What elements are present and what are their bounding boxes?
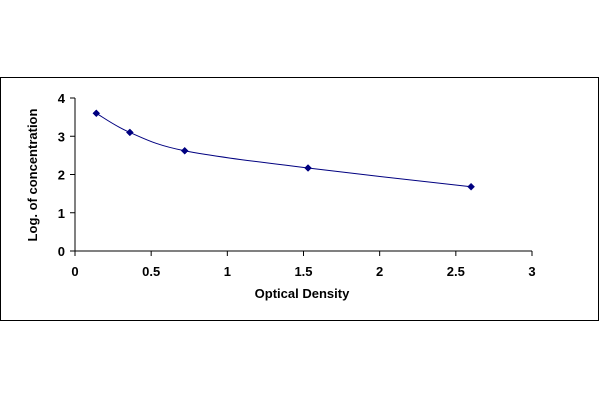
y-tick-label: 1 bbox=[58, 206, 65, 221]
data-point-diamond bbox=[467, 182, 475, 191]
series-line bbox=[96, 112, 472, 188]
y-tick-label: 0 bbox=[58, 244, 65, 259]
x-tick-label: 3 bbox=[528, 264, 535, 279]
data-point-diamond bbox=[304, 164, 312, 172]
chart-frame: 0 0.5 1 1.5 2 2.5 3 0 1 2 3 4 Optical Density Log. … bbox=[0, 77, 599, 321]
y-tick-label: 2 bbox=[58, 168, 65, 183]
curve-layer bbox=[96, 112, 472, 188]
y-tick-label: 3 bbox=[58, 129, 65, 144]
x-tick-label: 2 bbox=[376, 264, 383, 279]
data-point-diamond bbox=[180, 146, 189, 155]
y-axis-title: Log. of concentration bbox=[25, 109, 40, 242]
y-tick-label: 4 bbox=[58, 91, 66, 106]
x-tick-label: 1.5 bbox=[294, 264, 312, 279]
x-axis-title: Optical Density bbox=[255, 286, 350, 301]
axes bbox=[74, 98, 532, 252]
x-tick-label: 0.5 bbox=[142, 264, 160, 279]
x-tick-label: 1 bbox=[224, 264, 231, 279]
data-point-diamond bbox=[92, 109, 101, 118]
x-tick-label: 2.5 bbox=[447, 264, 465, 279]
ticks: 0 0.5 1 1.5 2 2.5 3 0 1 2 3 4 bbox=[58, 91, 536, 279]
x-tick-label: 0 bbox=[71, 264, 78, 279]
points-layer bbox=[92, 109, 475, 191]
data-point-diamond bbox=[125, 128, 134, 137]
chart-svg: 0 0.5 1 1.5 2 2.5 3 0 1 2 3 4 Optical Density Log. … bbox=[25, 91, 536, 301]
